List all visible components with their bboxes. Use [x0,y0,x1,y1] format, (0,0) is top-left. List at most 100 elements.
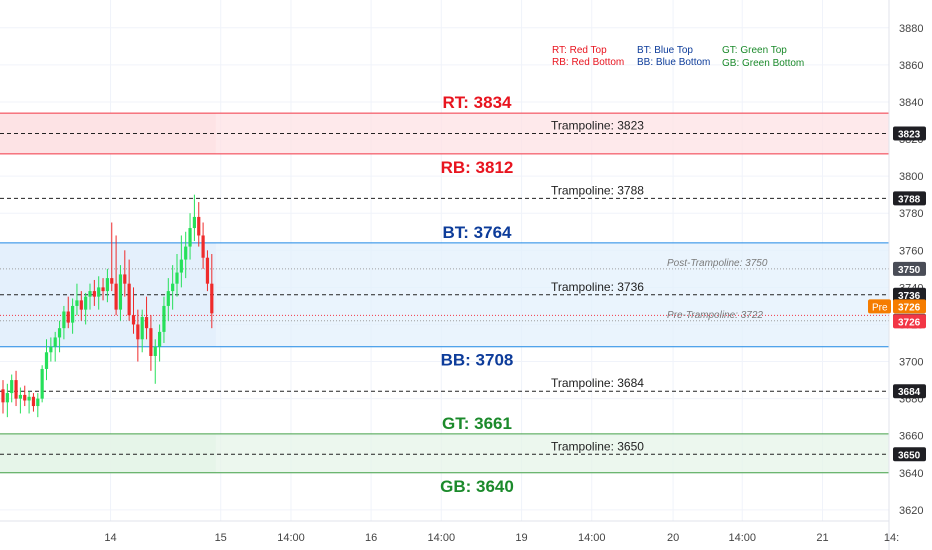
candle-body [179,259,183,273]
x-tick-label: 19 [515,532,527,544]
minor-level-tag-bg [893,261,926,276]
candle-body [84,296,88,310]
legend-entry: BT: Blue Top [637,45,693,56]
trampoline-label: Trampoline: 3650 [551,439,644,453]
level-label: RB: 3812 [441,158,514,177]
candle-body [88,291,92,297]
candle-body [131,315,136,325]
candle-body [92,291,96,297]
x-tick-label: 20 [667,532,679,544]
candle-body [31,396,36,407]
candle-body [62,311,66,329]
candle-body [71,305,75,323]
x-tick-label: 15 [215,532,227,544]
trampoline-label: Trampoline: 3684 [551,376,644,390]
y-tick-label: 3780 [899,208,923,220]
candle-body [23,394,27,401]
candle-body [153,346,157,356]
trampoline-tag-bg [893,126,926,141]
candle-body [53,337,57,347]
trampoline-label: Trampoline: 3736 [551,280,644,294]
legend-entry: RT: Red Top [552,45,607,56]
trampoline-tag: 3736 [898,291,921,302]
candle-body [110,278,114,284]
x-tick-label: 14:00 [428,532,456,544]
candle-body [27,396,31,401]
trampoline-label: Trampoline: 3788 [551,183,644,197]
level-label: RT: 3834 [443,93,513,112]
y-tick-label: 3640 [899,468,923,480]
candle-body [127,283,131,316]
legend-entry: GB: Green Bottom [722,58,804,69]
premarket-tag-bg [893,299,926,314]
candle-body [210,283,214,314]
candle-body [136,324,140,340]
trampoline-tag-bg [893,447,926,462]
current-price-tag: 3726 [898,317,921,328]
x-tick-label: 16 [365,532,377,544]
candle-body [44,352,49,369]
x-tick-label: 14:00 [728,532,756,544]
candle-body [158,331,162,347]
level-label: GT: 3661 [442,414,512,433]
legend-entry: GT: Green Top [722,45,787,56]
candle-body [66,311,70,323]
candle-body [184,246,188,260]
premarket-tag: 3726 [898,302,921,313]
candle-body [175,272,179,284]
candle-body [114,283,118,310]
minor-level-label: Pre-Trampoline: 3722 [667,310,763,321]
candle-body [105,278,109,292]
candle-body [10,380,14,394]
candle-body [118,274,123,310]
y-tick-label: 3660 [899,431,923,443]
level-label: GB: 3640 [440,477,514,496]
y-tick-label: 3840 [899,97,923,109]
candle-body [123,274,127,284]
y-tick-label: 3760 [899,245,923,257]
trampoline-tag: 3823 [898,129,921,140]
minor-level-tag: 3750 [898,265,921,276]
x-tick-label: 14:00 [277,532,305,544]
candle-body [79,300,83,310]
y-tick-label: 3860 [899,60,923,72]
candle-body [205,257,210,284]
candle-body [149,328,153,356]
candle-body [192,216,196,229]
candle-body [1,389,5,403]
x-tick-label: 14 [104,532,116,544]
candle-body [14,380,18,399]
y-tick-label: 3700 [899,357,923,369]
candle-body [5,393,9,403]
candle-body [36,398,40,407]
trampoline-label: Trampoline: 3823 [551,118,644,132]
candle-body [201,235,205,258]
candle-body [140,317,144,340]
candle-body [197,216,201,236]
y-tick-label: 3620 [899,505,923,517]
level-label: BB: 3708 [441,351,514,370]
pre-badge-label: Pre [872,302,888,313]
candle-body [166,291,170,306]
candle-body [188,228,192,247]
y-tick-label: 3880 [899,23,923,35]
candle-body [40,368,44,399]
trampoline-tag-bg [893,191,926,206]
current-price-tag-bg [893,314,926,329]
trampoline-tag: 3684 [898,387,921,398]
y-tick-label: 3800 [899,171,923,183]
minor-level-label: Post-Trampoline: 3750 [667,258,768,269]
level-label: BT: 3764 [443,223,513,242]
x-tick-label: 21 [816,532,828,544]
trampoline-tag-bg [893,384,926,399]
candle-body [144,317,149,329]
x-tick-label: 14:00 [578,532,606,544]
x-tick-label: 14: [884,532,899,544]
candle-body [101,287,105,292]
candle-body [162,305,166,332]
candle-body [49,346,53,353]
zone-band-history [0,433,216,473]
candle-body [75,300,79,306]
